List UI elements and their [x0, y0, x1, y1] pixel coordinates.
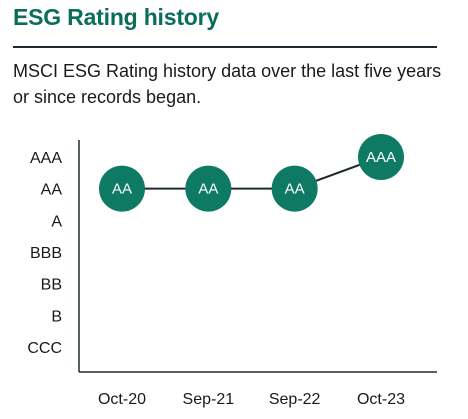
x-tick-label: Oct-23: [357, 391, 405, 408]
y-tick-label: B: [51, 308, 62, 325]
y-tick-label: CCC: [27, 340, 62, 357]
series-line-group: [122, 156, 382, 190]
x-tick-label: Sep-22: [269, 391, 321, 408]
chart-description: MSCI ESG Rating history data over the la…: [13, 61, 442, 107]
x-axis-tick-labels: Oct-20 Sep-21 Sep-22 Oct-23: [98, 391, 405, 408]
rating-marker: AA: [185, 165, 232, 212]
x-tick-label: Oct-20: [98, 391, 146, 408]
rating-data-label: AAA: [366, 149, 396, 166]
chart-axes: [78, 140, 437, 373]
rating-data-label: AA: [285, 181, 305, 198]
page-title: ESG Rating history: [13, 4, 219, 30]
title-divider: [13, 46, 437, 48]
rating-marker: AA: [99, 165, 145, 212]
rating-marker-circle: [358, 134, 404, 180]
rating-marker: AAA: [358, 134, 404, 180]
x-tick-label: Sep-21: [183, 391, 235, 408]
rating-marker: AA: [271, 165, 318, 212]
y-tick-label: A: [51, 213, 62, 230]
rating-marker-circle: [271, 165, 318, 212]
rating-marker-circle: [185, 165, 232, 212]
y-tick-label: AAA: [30, 150, 62, 167]
y-tick-label: AA: [41, 182, 63, 199]
rating-data-label: AA: [198, 181, 218, 198]
rating-marker-circle: [99, 165, 145, 212]
y-tick-label: BBB: [30, 245, 62, 262]
rating-data-label: AA: [112, 181, 132, 198]
y-tick-label: BB: [41, 277, 62, 294]
